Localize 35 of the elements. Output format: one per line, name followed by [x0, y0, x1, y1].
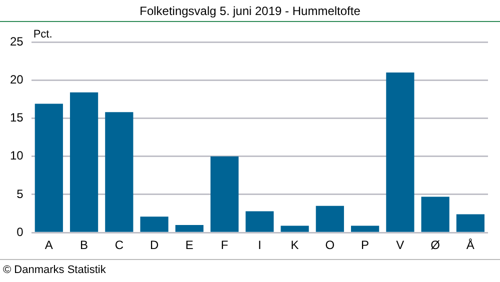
x-tick-label: K [290, 238, 299, 252]
bar [210, 156, 239, 232]
bar [70, 92, 98, 232]
x-tick-label: Å [466, 238, 474, 252]
bar [421, 196, 450, 232]
bar [280, 226, 309, 232]
bar [246, 211, 274, 232]
bar [105, 112, 134, 232]
y-tick-label: 10 [10, 148, 24, 163]
bar [351, 226, 380, 232]
y-tick-label: 5 [16, 186, 24, 201]
x-tick-label: B [80, 238, 88, 252]
y-tick-label: 20 [10, 72, 24, 86]
x-tick-label: C [114, 238, 124, 252]
bar [34, 104, 63, 232]
x-tick-label: A [44, 238, 53, 252]
x-tick-label: V [396, 238, 404, 252]
y-tick-label: 25 [10, 34, 24, 48]
y-axis-title: Pct. [33, 28, 52, 41]
bar [316, 206, 344, 232]
bar [386, 72, 414, 232]
x-tick-label: O [325, 238, 335, 252]
x-tick-label: E [185, 238, 194, 252]
bar [456, 214, 484, 232]
chart-title: Folketingsvalg 5. juni 2019 - Hummeltofte [0, 0, 500, 22]
bar [140, 216, 168, 232]
y-tick-label: 15 [10, 110, 24, 125]
x-tick-label: Ø [430, 238, 440, 252]
x-tick-label: P [361, 238, 370, 252]
x-tick-label: F [220, 238, 228, 252]
y-tick-label: 0 [16, 224, 24, 239]
text: © Danmarks Statistik [0, 259, 500, 282]
bar [175, 224, 204, 232]
x-tick-label: I [258, 238, 262, 252]
x-tick-label: D [150, 238, 159, 252]
